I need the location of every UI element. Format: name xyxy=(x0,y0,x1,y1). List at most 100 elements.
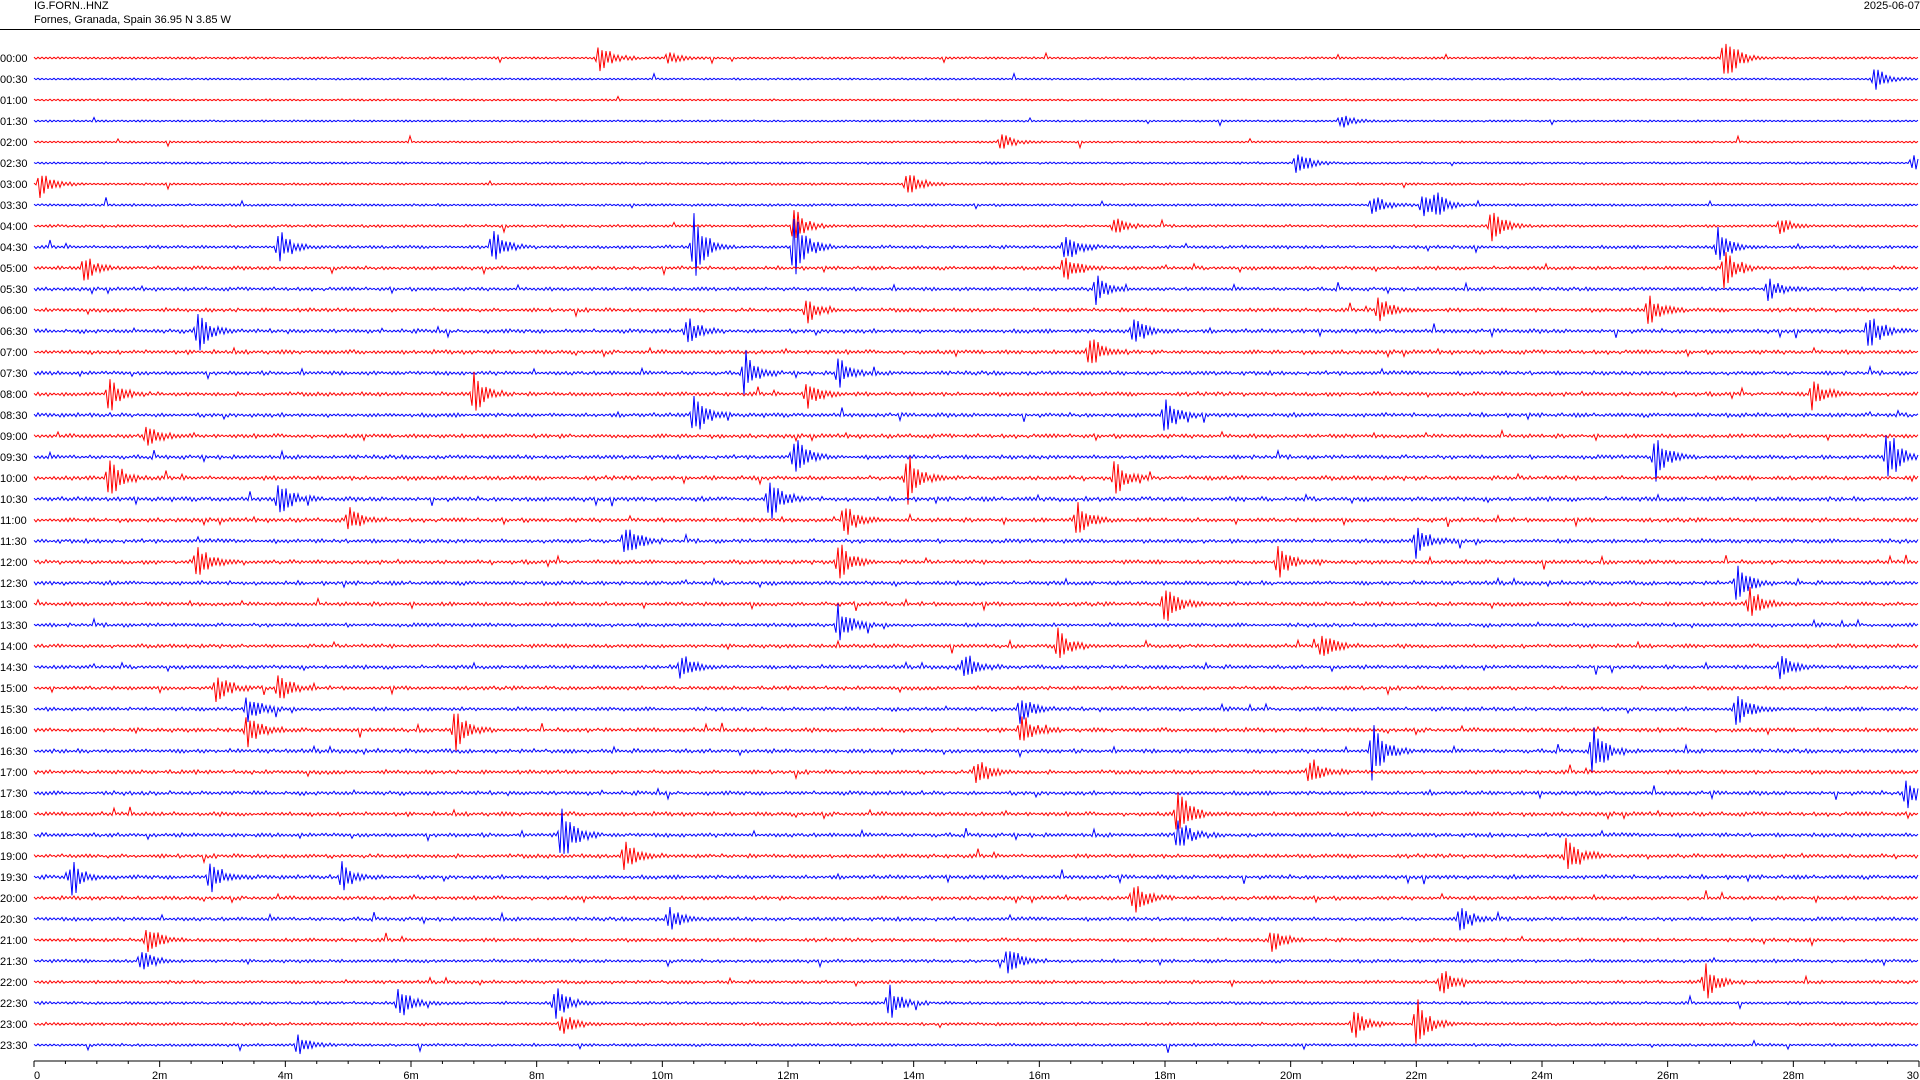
row-time-label: 20:30 xyxy=(0,914,28,926)
row-time-label: 01:00 xyxy=(0,95,28,107)
row-time-label: 06:30 xyxy=(0,326,28,338)
x-tick-label: 8m xyxy=(529,1070,544,1080)
row-time-label: 21:00 xyxy=(0,935,28,947)
row-time-label: 04:00 xyxy=(0,221,28,233)
row-time-label: 10:00 xyxy=(0,473,28,485)
seismic-trace xyxy=(33,192,1919,217)
seismic-trace xyxy=(33,456,1919,505)
x-tick-label: 18m xyxy=(1154,1070,1175,1080)
seismic-trace xyxy=(33,1034,1919,1055)
row-time-label: 02:30 xyxy=(0,158,28,170)
seismic-trace xyxy=(33,95,1919,102)
seismic-trace xyxy=(33,861,1919,896)
row-time-label: 09:00 xyxy=(0,431,28,443)
seismic-trace xyxy=(33,395,1919,431)
seismic-trace xyxy=(33,675,1919,702)
seismic-trace xyxy=(33,115,1919,128)
seismic-trace xyxy=(33,655,1919,680)
x-tick-label: 24m xyxy=(1531,1070,1552,1080)
row-time-label: 13:30 xyxy=(0,620,28,632)
row-time-label: 09:30 xyxy=(0,452,28,464)
seismic-trace xyxy=(33,837,1919,870)
row-time-label: 08:30 xyxy=(0,410,28,422)
seismic-trace xyxy=(33,780,1919,809)
row-time-label: 07:00 xyxy=(0,347,28,359)
seismic-trace xyxy=(33,339,1919,364)
seismic-trace xyxy=(33,482,1919,519)
row-time-label: 22:30 xyxy=(0,998,28,1010)
seismic-trace xyxy=(33,527,1919,559)
row-time-label: 05:30 xyxy=(0,284,28,296)
seismic-trace xyxy=(33,350,1919,395)
seismic-trace xyxy=(33,603,1919,641)
row-time-label: 02:00 xyxy=(0,137,28,149)
header-divider xyxy=(0,29,1920,30)
seismic-trace xyxy=(33,565,1919,600)
row-time-label: 23:00 xyxy=(0,1019,28,1031)
seismic-trace xyxy=(33,154,1919,173)
seismic-trace xyxy=(33,210,1919,242)
row-time-label: 17:30 xyxy=(0,788,28,800)
row-time-label: 05:00 xyxy=(0,263,28,275)
x-tick-label: 30 xyxy=(1907,1070,1919,1080)
row-time-label: 04:30 xyxy=(0,242,28,254)
seismic-trace xyxy=(33,544,1919,579)
station-location: Fornes, Granada, Spain 36.95 N 3.85 W xyxy=(34,14,231,26)
x-tick-label: 4m xyxy=(278,1070,293,1080)
seismic-trace xyxy=(33,371,1919,411)
seismic-trace xyxy=(33,951,1919,974)
seismic-trace xyxy=(33,999,1919,1044)
row-time-label: 03:30 xyxy=(0,200,28,212)
row-time-label: 07:30 xyxy=(0,368,28,380)
row-time-label: 16:00 xyxy=(0,725,28,737)
seismic-trace xyxy=(33,213,1919,276)
row-time-label: 11:00 xyxy=(0,515,27,527)
station-code: IG.FORN..HNZ xyxy=(34,0,109,12)
row-time-label: 20:00 xyxy=(0,893,28,905)
row-time-label: 18:00 xyxy=(0,809,28,821)
seismic-trace xyxy=(33,252,1919,289)
row-time-label: 19:00 xyxy=(0,851,28,863)
seismic-trace xyxy=(33,963,1919,999)
seismic-trace xyxy=(33,627,1919,659)
row-time-label: 13:00 xyxy=(0,599,28,611)
seismic-trace xyxy=(33,435,1919,482)
seismic-trace xyxy=(33,295,1919,324)
row-time-label: 01:30 xyxy=(0,116,28,128)
row-time-label: 18:30 xyxy=(0,830,28,842)
x-tick-label: 0 xyxy=(34,1070,40,1080)
seismic-trace xyxy=(33,43,1919,74)
row-time-label: 23:30 xyxy=(0,1040,28,1052)
row-time-label: 16:30 xyxy=(0,746,28,758)
seismic-trace xyxy=(33,808,1919,854)
row-time-label: 00:30 xyxy=(0,74,28,86)
x-tick-label: 6m xyxy=(403,1070,418,1080)
row-time-label: 17:00 xyxy=(0,767,28,779)
plot-date: 2025-06-07 xyxy=(1863,0,1920,12)
row-time-label: 15:00 xyxy=(0,683,28,695)
x-tick-label: 2m xyxy=(152,1070,167,1080)
seismic-trace xyxy=(33,886,1919,913)
seismic-trace xyxy=(33,134,1919,150)
seismic-trace xyxy=(33,984,1919,1019)
seismic-trace xyxy=(33,930,1919,953)
row-time-label: 14:30 xyxy=(0,662,28,674)
seismic-trace xyxy=(33,696,1919,725)
seismic-trace xyxy=(33,275,1919,306)
seismic-trace xyxy=(33,759,1919,783)
row-time-label: 19:30 xyxy=(0,872,28,884)
seismic-trace xyxy=(33,713,1919,751)
seismic-trace xyxy=(33,502,1919,535)
row-time-label: 14:00 xyxy=(0,641,28,653)
row-time-label: 06:00 xyxy=(0,305,28,317)
row-time-label: 15:30 xyxy=(0,704,28,716)
row-time-label: 10:30 xyxy=(0,494,28,506)
x-tick-label: 20m xyxy=(1280,1070,1301,1080)
row-time-label: 11:30 xyxy=(0,536,27,548)
seismic-trace xyxy=(33,69,1919,90)
seismic-trace xyxy=(33,175,1919,199)
x-tick-label: 14m xyxy=(903,1070,924,1080)
x-tick-label: 16m xyxy=(1029,1070,1050,1080)
seismic-trace xyxy=(33,725,1919,781)
